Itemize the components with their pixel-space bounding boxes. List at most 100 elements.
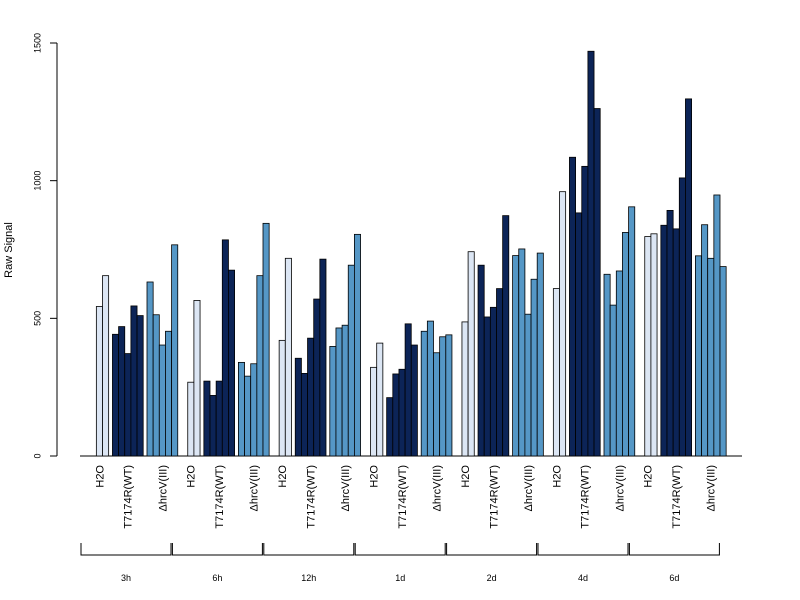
bar bbox=[483, 316, 491, 457]
bar bbox=[719, 266, 727, 457]
condition-label: H2O bbox=[460, 465, 472, 488]
bar bbox=[552, 288, 560, 457]
bar bbox=[171, 244, 179, 457]
bar bbox=[256, 275, 264, 457]
bars bbox=[80, 50, 742, 457]
time-label: 6d bbox=[669, 573, 679, 583]
time-label: 1d bbox=[395, 573, 405, 583]
bar bbox=[193, 300, 201, 457]
bar bbox=[152, 314, 160, 457]
condition-label: T7174R(WT) bbox=[488, 465, 500, 529]
condition-label: H2O bbox=[551, 465, 563, 488]
bar bbox=[386, 397, 394, 457]
time-brackets: 3h 6h 12h 1d 2d 4d 6d bbox=[80, 543, 720, 583]
condition-label: ΔhrcV(III) bbox=[249, 465, 261, 511]
bar bbox=[603, 273, 611, 457]
bar bbox=[209, 395, 217, 457]
bar bbox=[158, 344, 166, 457]
bar bbox=[593, 108, 601, 457]
bar bbox=[228, 269, 235, 457]
bar bbox=[461, 321, 469, 457]
y-axis: 0 500 1000 1500 bbox=[32, 33, 58, 459]
bar bbox=[524, 313, 532, 457]
y-tick-label: 1000 bbox=[32, 171, 42, 191]
bar bbox=[187, 381, 195, 457]
bar bbox=[307, 337, 315, 457]
bar bbox=[118, 326, 126, 457]
condition-label: T7174R(WT) bbox=[214, 465, 226, 529]
condition-label: ΔhrcV(III) bbox=[340, 465, 352, 511]
y-tick-label: 0 bbox=[32, 453, 42, 458]
bar bbox=[203, 380, 211, 457]
bar bbox=[713, 194, 721, 457]
bar bbox=[518, 248, 526, 457]
x-labels: H2O T7174R(WT) ΔhrcV(III) H2O T7174R(WT) Δhrc… bbox=[94, 465, 717, 529]
bar bbox=[502, 215, 510, 457]
condition-label: ΔhrcV(III) bbox=[157, 465, 169, 511]
bar bbox=[581, 165, 589, 457]
bar bbox=[420, 330, 428, 457]
condition-label: T7174R(WT) bbox=[397, 465, 409, 529]
condition-label: T7174R(WT) bbox=[580, 465, 592, 529]
bar bbox=[335, 327, 343, 457]
bar bbox=[496, 288, 504, 457]
bar bbox=[136, 315, 144, 457]
bar bbox=[559, 191, 567, 457]
bar bbox=[536, 252, 544, 457]
bar bbox=[95, 306, 103, 457]
group-bracket bbox=[628, 543, 720, 556]
condition-label: H2O bbox=[94, 465, 106, 488]
bar bbox=[615, 270, 623, 457]
condition-label: T7174R(WT) bbox=[306, 465, 318, 529]
bar bbox=[313, 298, 321, 457]
bar bbox=[701, 224, 709, 457]
bar bbox=[685, 98, 693, 457]
bar bbox=[329, 346, 337, 457]
bar bbox=[398, 368, 406, 457]
condition-label: ΔhrcV(III) bbox=[614, 465, 626, 511]
bar bbox=[439, 336, 447, 457]
condition-label: H2O bbox=[186, 465, 198, 488]
condition-label: ΔhrcV(III) bbox=[431, 465, 443, 511]
bar bbox=[237, 361, 245, 457]
bar bbox=[650, 233, 658, 457]
group-bracket bbox=[354, 543, 446, 556]
condition-label: H2O bbox=[643, 465, 655, 488]
condition-label: ΔhrcV(III) bbox=[523, 465, 535, 511]
bar bbox=[319, 258, 327, 457]
bar bbox=[244, 375, 252, 457]
bar bbox=[628, 206, 636, 457]
condition-label: ΔhrcV(III) bbox=[706, 465, 718, 511]
bar bbox=[433, 352, 441, 457]
bar bbox=[672, 228, 680, 457]
bar bbox=[284, 257, 292, 457]
group-bracket bbox=[171, 543, 263, 556]
bar bbox=[445, 334, 453, 457]
bar bbox=[609, 304, 617, 457]
bar bbox=[622, 232, 630, 457]
group-bracket bbox=[537, 543, 629, 556]
bar bbox=[294, 357, 302, 457]
bar bbox=[410, 344, 418, 457]
bar bbox=[262, 222, 270, 457]
bar bbox=[215, 380, 223, 457]
bar bbox=[404, 323, 412, 457]
bar bbox=[512, 255, 520, 457]
bar bbox=[666, 209, 674, 457]
bar bbox=[112, 333, 119, 457]
condition-label: H2O bbox=[277, 465, 289, 488]
bar bbox=[221, 239, 229, 457]
bar bbox=[530, 278, 538, 457]
time-label: 4d bbox=[578, 573, 588, 583]
bar bbox=[426, 320, 434, 457]
bar bbox=[250, 363, 258, 457]
bar bbox=[392, 373, 400, 457]
bar bbox=[278, 339, 286, 457]
group-bracket bbox=[263, 543, 355, 556]
y-tick-label: 1500 bbox=[32, 33, 42, 53]
group-bracket bbox=[446, 543, 538, 556]
bar bbox=[300, 372, 308, 457]
group-bracket bbox=[80, 543, 172, 556]
